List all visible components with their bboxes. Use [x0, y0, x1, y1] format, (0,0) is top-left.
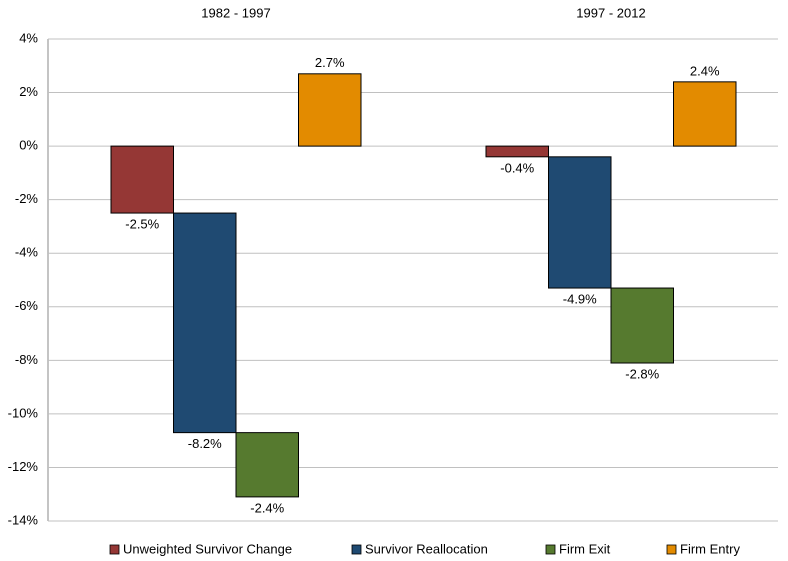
bar	[548, 156, 612, 289]
legend-label: Firm Entry	[680, 541, 740, 556]
bar	[173, 212, 237, 434]
value-label: -2.4%	[250, 500, 284, 515]
group-title: 1982 - 1997	[201, 5, 270, 20]
y-tick-label: -2%	[15, 191, 39, 206]
y-tick-label: -14%	[8, 512, 39, 527]
value-label: 2.4%	[690, 63, 720, 78]
y-tick-label: -4%	[15, 245, 39, 260]
y-tick-label: -6%	[15, 298, 39, 313]
value-label: -4.9%	[563, 291, 597, 306]
value-label: -0.4%	[500, 160, 534, 175]
y-tick-label: 4%	[19, 30, 38, 45]
bar	[110, 145, 174, 214]
value-label: 2.7%	[315, 55, 345, 70]
y-tick-label: 0%	[19, 138, 38, 153]
legend-swatch	[351, 544, 362, 555]
legend-label: Firm Exit	[559, 541, 611, 556]
group-title: 1997 - 2012	[576, 5, 645, 20]
legend-swatch	[545, 544, 556, 555]
legend-label: Unweighted Survivor Change	[123, 541, 292, 556]
legend-swatch	[666, 544, 677, 555]
legend-swatch	[109, 544, 120, 555]
bar	[485, 145, 549, 158]
bar	[673, 81, 737, 147]
y-tick-label: 2%	[19, 84, 38, 99]
value-label: -2.5%	[125, 216, 159, 231]
y-tick-label: -10%	[8, 405, 39, 420]
value-label: -8.2%	[188, 436, 222, 451]
bar	[235, 432, 299, 498]
y-tick-label: -12%	[8, 459, 39, 474]
value-label: -2.8%	[625, 366, 659, 381]
y-tick-label: -8%	[15, 352, 39, 367]
bar	[298, 73, 362, 147]
legend-label: Survivor Reallocation	[365, 541, 488, 556]
bar	[610, 287, 674, 364]
